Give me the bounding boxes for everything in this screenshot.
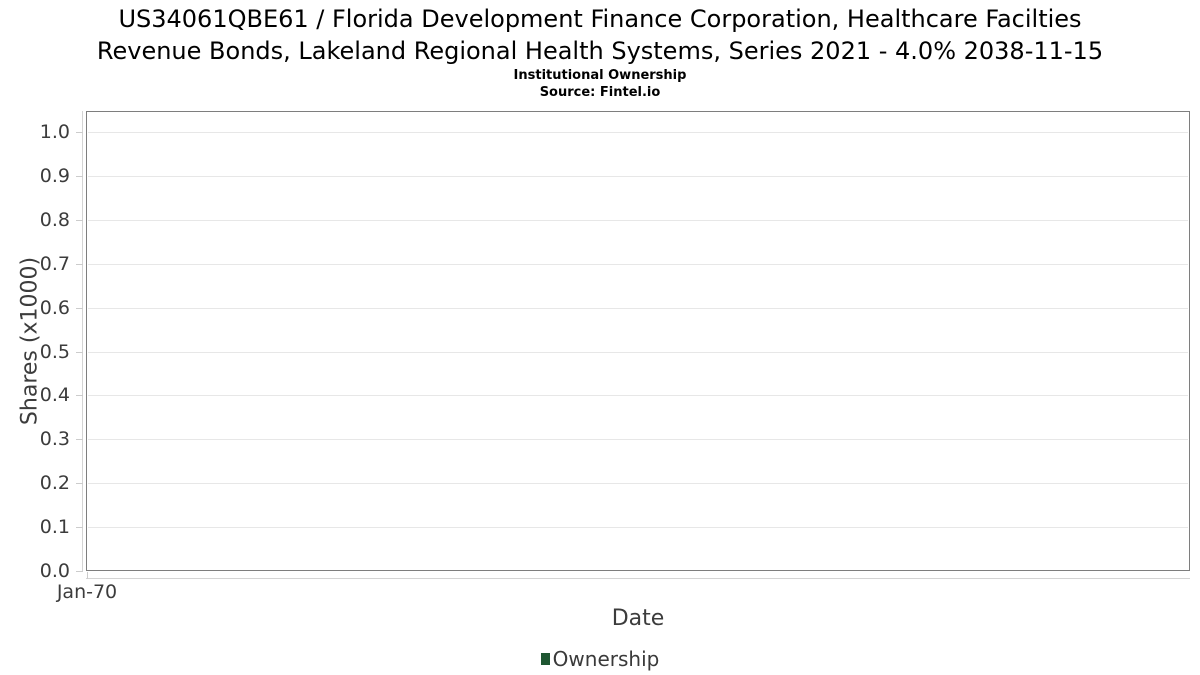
gridline: [88, 263, 1188, 265]
chart-source: Source: Fintel.io: [539, 85, 661, 100]
legend-swatch-icon: [540, 653, 550, 665]
gridline: [88, 439, 1188, 441]
gridline: [88, 395, 1188, 397]
y-tick-label: 0.6: [39, 296, 70, 319]
x-axis-line: [86, 578, 1190, 579]
gridline: [88, 527, 1188, 529]
gridline: [88, 351, 1188, 353]
gridline: [88, 483, 1188, 485]
y-tick-label: 0.2: [39, 472, 70, 495]
y-tick-label: 0.4: [39, 384, 70, 407]
gridline: [88, 307, 1188, 309]
x-axis-label: Date: [611, 606, 665, 631]
y-tick-mark: [76, 175, 83, 177]
y-tick-mark: [76, 439, 83, 441]
x-tick-mark: [87, 572, 88, 579]
y-tick-label: 0.7: [39, 252, 70, 275]
y-tick-label: 0.3: [39, 428, 70, 451]
y-tick-mark: [76, 351, 83, 353]
legend-item-label: Ownership: [552, 647, 660, 671]
y-tick-mark: [76, 395, 83, 397]
y-tick-mark: [76, 527, 83, 529]
y-tick-mark: [76, 132, 83, 133]
y-tick-label: 0.1: [39, 516, 70, 539]
y-tick-label: 1.0: [39, 121, 70, 143]
y-tick-mark: [76, 307, 83, 309]
y-tick-label: 0.5: [39, 340, 70, 363]
chart-title: US34061QBE61 / Florida Development Finan…: [96, 5, 1104, 65]
gridline: [88, 219, 1188, 221]
y-tick-mark: [76, 263, 83, 265]
y-tick-mark: [76, 483, 83, 485]
y-tick-label: 0.8: [39, 208, 70, 231]
y-tick-label: 0.9: [39, 164, 70, 187]
y-tick-mark: [76, 571, 83, 572]
chart-legend: Ownership: [0, 646, 1200, 672]
plot-area: [86, 111, 1190, 571]
gridline: [88, 132, 1188, 133]
chart-subtitle: Institutional Ownership: [513, 68, 687, 83]
y-tick-mark: [76, 219, 83, 221]
legend-item-ownership[interactable]: Ownership: [540, 647, 660, 671]
x-tick-label: Jan-70: [56, 581, 118, 603]
y-axis-line: [82, 111, 83, 572]
y-tick-label: 0.0: [39, 560, 70, 582]
gridline: [88, 175, 1188, 177]
